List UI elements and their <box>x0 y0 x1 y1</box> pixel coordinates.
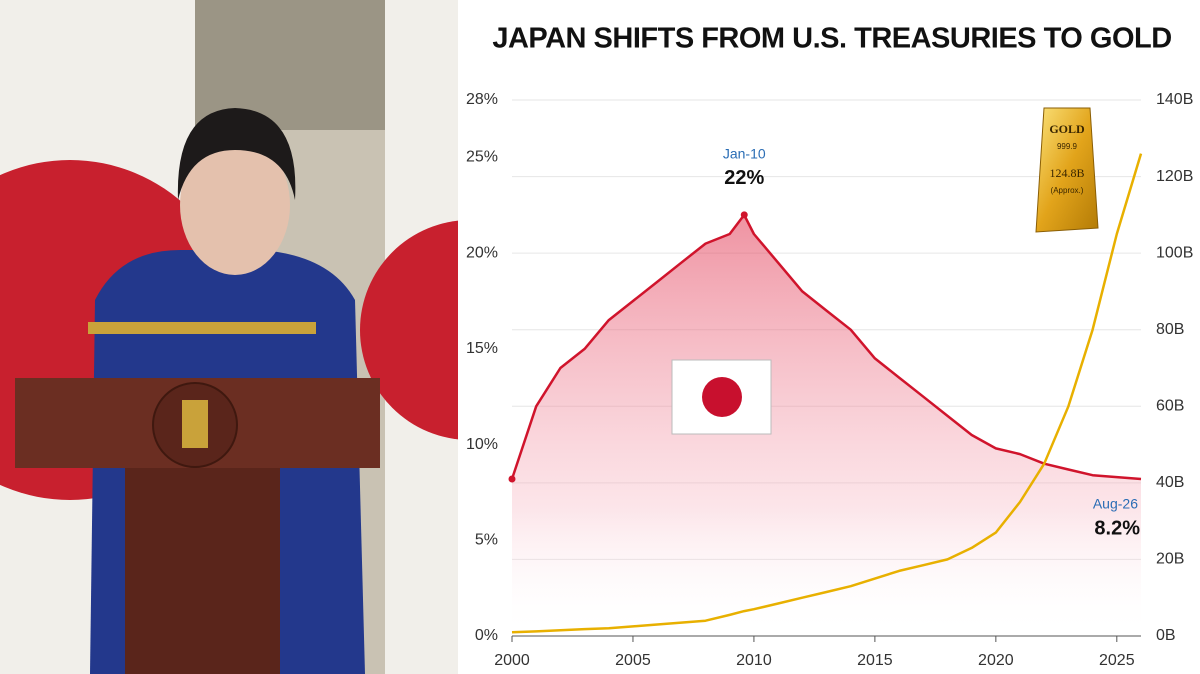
gold-badge-note: (Approx.) <box>1051 186 1084 195</box>
y-tick-label: 25% <box>466 149 498 166</box>
annotation-point <box>740 211 748 219</box>
y-tick-label: 20% <box>466 244 498 261</box>
gold-badge-title: GOLD <box>1049 122 1085 136</box>
chart-title: JAPAN SHIFTS FROM U.S. TREASURIES TO GOL… <box>492 23 1171 55</box>
y2-tick-label: 0B <box>1156 627 1176 644</box>
x-tick-label: 2000 <box>494 652 530 669</box>
y-tick-label: 28% <box>466 91 498 108</box>
x-tick-label: 2020 <box>978 652 1014 669</box>
emblem-gold <box>182 400 208 448</box>
japan-flag-icon <box>671 359 772 435</box>
y-tick-label: 15% <box>466 340 498 357</box>
video-frame <box>0 0 458 674</box>
annotation-date: Jan-10 <box>723 146 766 162</box>
y-tick-label: 5% <box>475 532 498 549</box>
area <box>512 214 1141 636</box>
x-tick-label: 2025 <box>1099 652 1135 669</box>
y2-tick-label: 80B <box>1156 321 1184 338</box>
gold-bar <box>1035 107 1099 233</box>
y-tick-label: 0% <box>475 627 498 644</box>
y2-tick-label: 120B <box>1156 168 1193 185</box>
gold-badge: GOLD 999.9 124.8B (Approx.) <box>1035 107 1099 233</box>
annotation-date: Aug-26 <box>1093 496 1138 512</box>
flag-icon-disc <box>702 377 742 417</box>
annotation-label: 22% <box>724 167 764 189</box>
x-tick-label: 2015 <box>857 652 893 669</box>
x-tick-label: 2005 <box>615 652 651 669</box>
y2-tick-label: 140B <box>1156 91 1193 108</box>
annotation-label: 8.2% <box>1094 517 1140 539</box>
wall <box>190 0 420 130</box>
y2-tick-label: 20B <box>1156 551 1184 568</box>
line <box>510 213 1142 481</box>
y2-tick-label: 100B <box>1156 244 1193 261</box>
x-tick-label: 2010 <box>736 652 772 669</box>
gold-badge-purity: 999.9 <box>1057 142 1078 151</box>
gold-badge-amount: 124.8B <box>1049 166 1084 180</box>
microphone-bar <box>88 322 316 334</box>
flag-right-disc <box>360 220 458 440</box>
y2-tick-label: 40B <box>1156 474 1184 491</box>
speaker-face <box>180 135 290 275</box>
annotation-point <box>508 475 516 483</box>
y2-tick-label: 60B <box>1156 398 1184 415</box>
line <box>511 153 1143 634</box>
y-tick-label: 10% <box>466 436 498 453</box>
podium-stand <box>125 468 280 674</box>
chart: JAPAN SHIFTS FROM U.S. TREASURIES TO GOL… <box>458 0 1200 674</box>
speaker-hair <box>177 108 296 200</box>
